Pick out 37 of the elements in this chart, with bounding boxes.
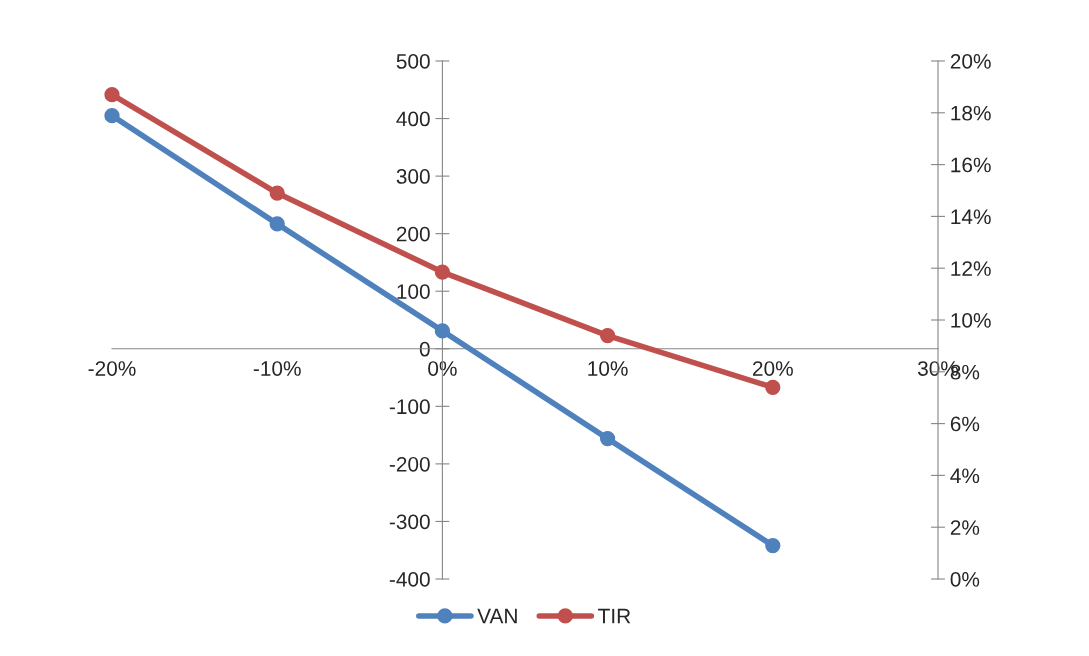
y2-tick-label: 6% [950, 416, 980, 432]
y2-tick-label: 18% [951, 105, 991, 121]
y-tick-label: 300 [396, 169, 430, 184]
point [599, 327, 616, 344]
y2-tick-label: 20% [950, 54, 991, 69]
y2-tick-label: 2% [950, 520, 980, 535]
point [434, 323, 451, 339]
y-tick-label: 500 [396, 54, 430, 69]
point [269, 216, 285, 232]
y-tick-label: -400 [389, 572, 430, 587]
point [599, 430, 616, 447]
point [104, 87, 120, 103]
x-tick-label: -20% [88, 361, 136, 376]
point [765, 537, 781, 554]
x-tick-label: 0% [428, 361, 457, 376]
point [434, 264, 451, 280]
y2-tick-label: 12% [951, 261, 991, 276]
y2-tick-label: 4% [950, 468, 980, 484]
y2-tick-label: 14% [951, 209, 991, 225]
x-tick-label: -10% [253, 361, 301, 376]
y-tick-label: -200 [389, 456, 430, 472]
y-tick-label: -300 [389, 514, 430, 530]
y2-tick-label: 16% [951, 157, 991, 173]
x-tick-label: 20% [753, 361, 793, 376]
legend-label: TIR [598, 608, 631, 624]
legend-label: VAN [477, 608, 517, 624]
point [765, 379, 781, 395]
y-tick-label: 200 [396, 226, 430, 242]
y-tick-label: 400 [396, 111, 430, 127]
point [104, 108, 120, 124]
point [269, 185, 285, 201]
y2-tick-label: 0% [950, 572, 980, 587]
y2-tick-label: 10% [951, 313, 991, 328]
y-tick-label: -100 [389, 399, 430, 415]
x-tick-label: 10% [588, 361, 628, 376]
y-tick-label: 0 [419, 341, 430, 357]
y-tick-label: 100 [397, 284, 430, 299]
